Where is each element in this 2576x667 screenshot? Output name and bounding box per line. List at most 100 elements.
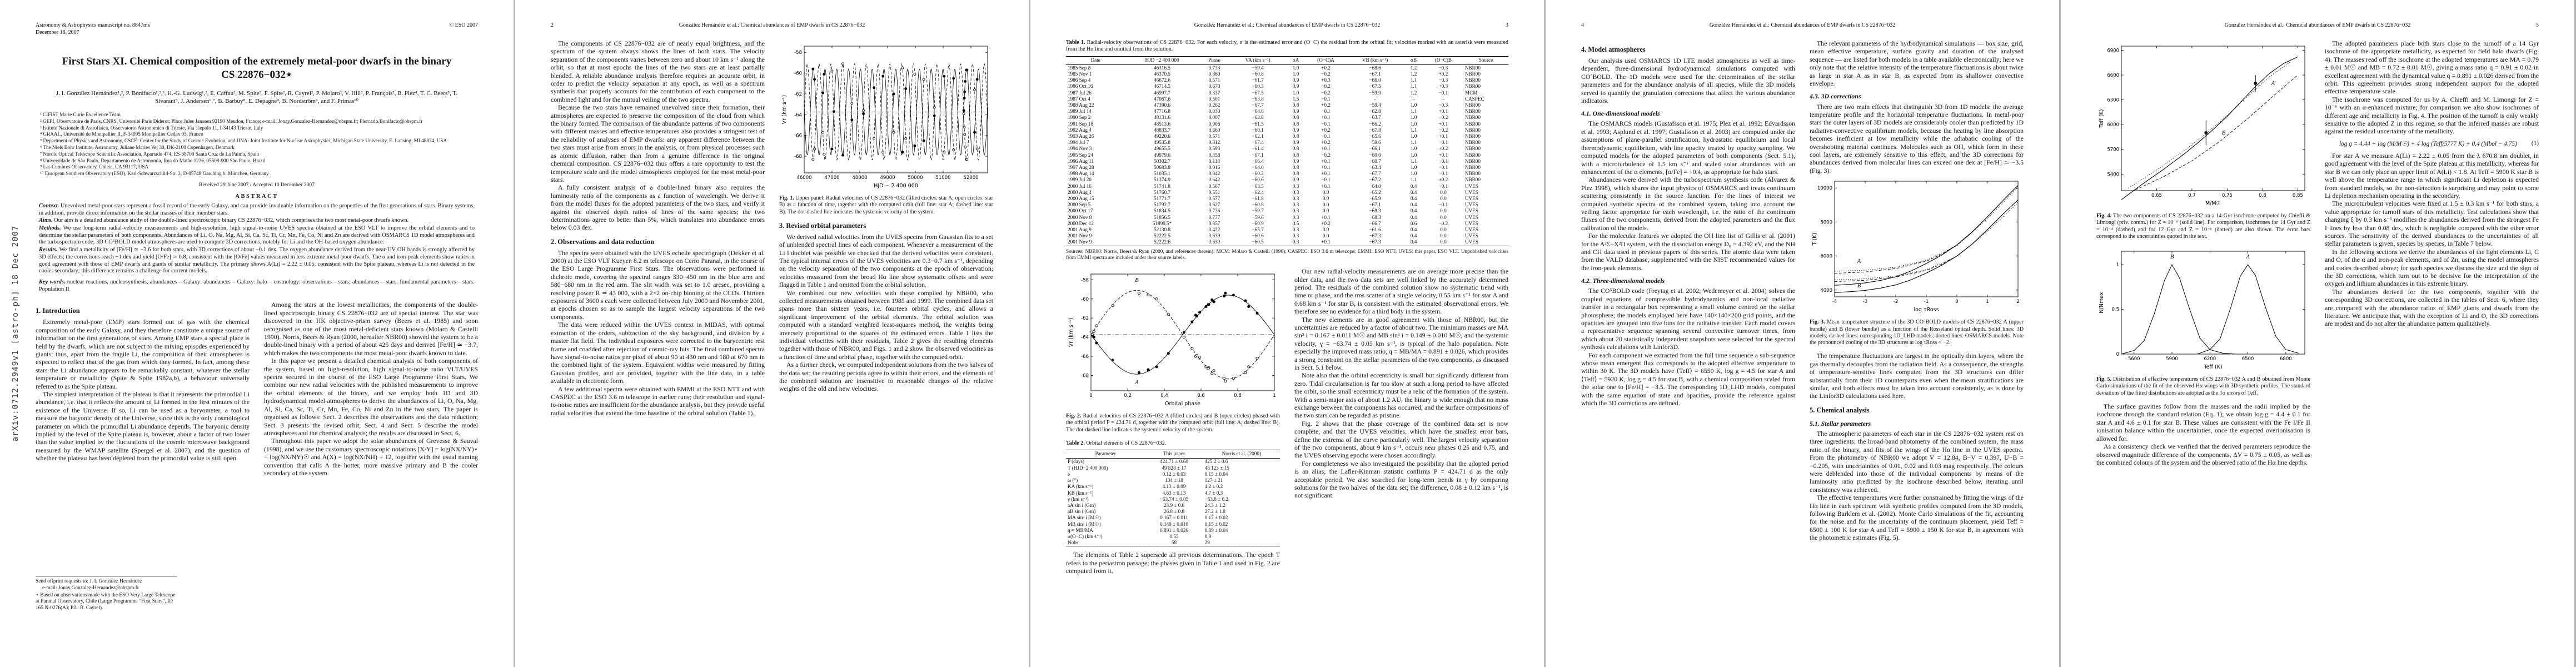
paragraph: As a consistency check we verified that … <box>2096 442 2310 466</box>
table-cell: 2001 Aug 9 <box>1068 227 1092 233</box>
table-cell: −61.5 <box>1252 121 1264 127</box>
table-cell: CASPEC <box>1464 96 1484 102</box>
table-cell: 47067.6 <box>1154 96 1170 102</box>
table-cell: 46997.7 <box>1154 89 1170 96</box>
table-cell: 0.891 ± 0.026 <box>1160 527 1188 533</box>
table-cell: 52222.5 <box>1154 233 1170 239</box>
table-cell: +0.2 <box>1321 140 1331 146</box>
table-1-body: 1985 Sep 8 46316.5 0.733 −59.4 1.0 +0.2 −68.6 1… <box>1066 64 1508 246</box>
table-cell: −67.3 <box>1369 239 1381 245</box>
figure-3-caption: Fig. 3. Mean temperature structure of th… <box>1810 319 2024 346</box>
table-cell: 0.3 <box>1292 202 1299 208</box>
svg-text:0.5: 0.5 <box>2111 307 2119 313</box>
paragraph: The new elements are in good agreement w… <box>1294 315 1508 371</box>
table-cell: 2000 Oct 17 <box>1068 208 1093 214</box>
table-cell: −65.7 <box>1252 227 1264 233</box>
svg-text:0: 0 <box>1089 393 1092 399</box>
table-row: γ (km s⁻¹) −63.74 ± 0.05 −63.8 ± 0.2 <box>1066 496 1280 502</box>
table-cell: −61.8 <box>1252 196 1264 202</box>
table-cell: ω (°) <box>1068 477 1078 484</box>
table-cell: −60.6 <box>1252 233 1264 239</box>
table-cell: 4.7 ± 0.3 <box>1204 490 1223 496</box>
svg-text:Teff (K): Teff (K) <box>2099 109 2105 128</box>
svg-text:0.8: 0.8 <box>1234 393 1242 399</box>
svg-text:B: B <box>1857 283 1861 289</box>
abstract-section-label: Results. <box>39 247 58 253</box>
svg-text:6000: 6000 <box>2107 122 2119 128</box>
table-cell: 51856.5 <box>1154 214 1170 220</box>
table-cell: 0.0 <box>1322 196 1329 202</box>
table-row: 2001 Nov 9 52222.5 0.639 −60.6 0.3 0.0 −67.3 0.… <box>1066 233 1508 239</box>
table-header-cell: Date <box>1066 56 1125 65</box>
paragraph: The atmospheric parameters of each star … <box>1810 429 2024 494</box>
paragraph: Extremely metal-poor (EMP) stars formed … <box>36 318 250 390</box>
table-cell: +0.2 <box>1321 127 1331 133</box>
page1-left-column: 1. Introduction Extremely metal-poor (EM… <box>36 301 250 612</box>
table-cell: 0.15 ± 0.02 <box>1204 521 1228 527</box>
table-cell: −67.8 <box>1369 127 1381 133</box>
paragraph: The spectra were obtained with the UVES … <box>551 248 765 321</box>
svg-text:A: A <box>2245 254 2250 260</box>
table-cell: 0.0 <box>1440 196 1447 202</box>
table-cell: 0.9 <box>1292 158 1299 164</box>
table-cell: +0.1 <box>1321 171 1331 177</box>
journal-line: Astronomy & Astrophysics manuscript no. … <box>36 22 150 28</box>
table-row: 2001 Aug 9 52130.8 0.422 −65.7 0.3 0.0 −61.6 0.… <box>1066 227 1508 233</box>
table-cell: 49655.5 <box>1154 146 1170 152</box>
table-cell: 46316.5 <box>1154 64 1170 71</box>
table-cell: 2000 Dec 12 <box>1068 220 1094 226</box>
table-cell: NBR00 <box>1464 146 1481 152</box>
paragraph: In the following sections we derive the … <box>2325 247 2539 288</box>
table-cell: −59.4 <box>1252 64 1264 71</box>
table-cell: Nobs <box>1068 540 1079 546</box>
table-cell: UVES <box>1464 233 1478 239</box>
table-cell: 0.8 <box>1292 165 1299 171</box>
figure-4: 0.65 0.7 0.75 0.8 0.85 5400 5700 6000 6300 6600 69… <box>2096 41 2310 240</box>
paragraph: A fully consistent analysis of a double-… <box>551 183 765 232</box>
abstract-section-text: We find a metallicity of [Fe/H] ≃ −3.6 f… <box>39 247 475 275</box>
table-cell: −59.9 <box>1369 89 1381 96</box>
table-cell: −67.5 <box>1369 83 1381 89</box>
paragraph: Because the two stars have remained unev… <box>551 103 765 183</box>
svg-text:-60: -60 <box>794 71 802 77</box>
table-cell: 1985 Sep 8 <box>1068 64 1091 71</box>
table-header-cell: This paper <box>1145 450 1203 459</box>
table-row: Nobs 58 29 <box>1066 540 1280 546</box>
section-heading-analysis: 5. Chemical analysis <box>1810 406 1870 414</box>
svg-text:51000: 51000 <box>935 175 950 181</box>
table-header-cell: Norris et al. (2000) <box>1203 450 1280 459</box>
svg-text:-66: -66 <box>794 133 802 139</box>
table-cell: – <box>1442 96 1445 102</box>
table-cell: 0.0 <box>1322 202 1329 208</box>
section-heading-observations: 2. Observations and data reduction <box>551 237 654 246</box>
figure-4-label: Fig. 4. <box>2096 213 2112 219</box>
table-cell: aA sin i (Gm) <box>1068 502 1096 508</box>
figure-2-label: Fig. 2. <box>1066 413 1082 420</box>
svg-text:6900: 6900 <box>2107 48 2119 53</box>
table-cell: +0.3 <box>1321 77 1331 83</box>
table-cell: UVES <box>1464 214 1478 220</box>
subsection-heading-stellar-parameters: 5.1. Stellar parameters <box>1810 419 1871 427</box>
table-cell: 1.0 <box>1292 89 1299 96</box>
table-cell: 1.2 <box>1410 71 1417 77</box>
svg-text:-62: -62 <box>1081 316 1089 321</box>
table-cell: 0.9 <box>1292 83 1299 89</box>
table-row: 1999 Jul 20 51374.9 0.642 −60.6 0.9 −0.1 −67.2… <box>1066 177 1508 183</box>
svg-text:5700: 5700 <box>2107 147 2119 153</box>
table-cell: −0.2 <box>1321 89 1331 96</box>
table-cell: 0.8 <box>1292 133 1299 140</box>
svg-text:6200: 6200 <box>2204 356 2216 362</box>
equation-1-body: log g = 4.44 + log (M/M☉) + 4 log (Teff/… <box>2339 140 2517 147</box>
table-cell: −62.1 <box>1252 133 1264 140</box>
table-cell: 51792.7 <box>1154 202 1170 208</box>
affiliation: ¹ CIFIST Marie Curie Excellence Team <box>40 112 121 117</box>
page-2: 2 González Hernández et al.: Chemical ab… <box>515 0 1029 667</box>
affiliation: ¹⁰ European Southern Observatory (ESO), … <box>40 171 269 177</box>
table-cell: MA sin³ i (M☉) <box>1068 515 1101 521</box>
table-cell: 48513.6 <box>1154 121 1170 127</box>
footnotes: Send offprint requests to: J. I. Gonzále… <box>36 575 177 613</box>
figure-5-teff-distribution-plot: 5600 5900 6200 6500 6800 0 0.5 1 Teff (K) N/Nmax B… <box>2099 251 2305 370</box>
table-cell: +0.1 <box>1438 108 1448 115</box>
table-cell: 0.4 <box>1410 214 1417 220</box>
table-2-header-row: Parameter This paper Norris et al. (2000) <box>1066 450 1280 459</box>
